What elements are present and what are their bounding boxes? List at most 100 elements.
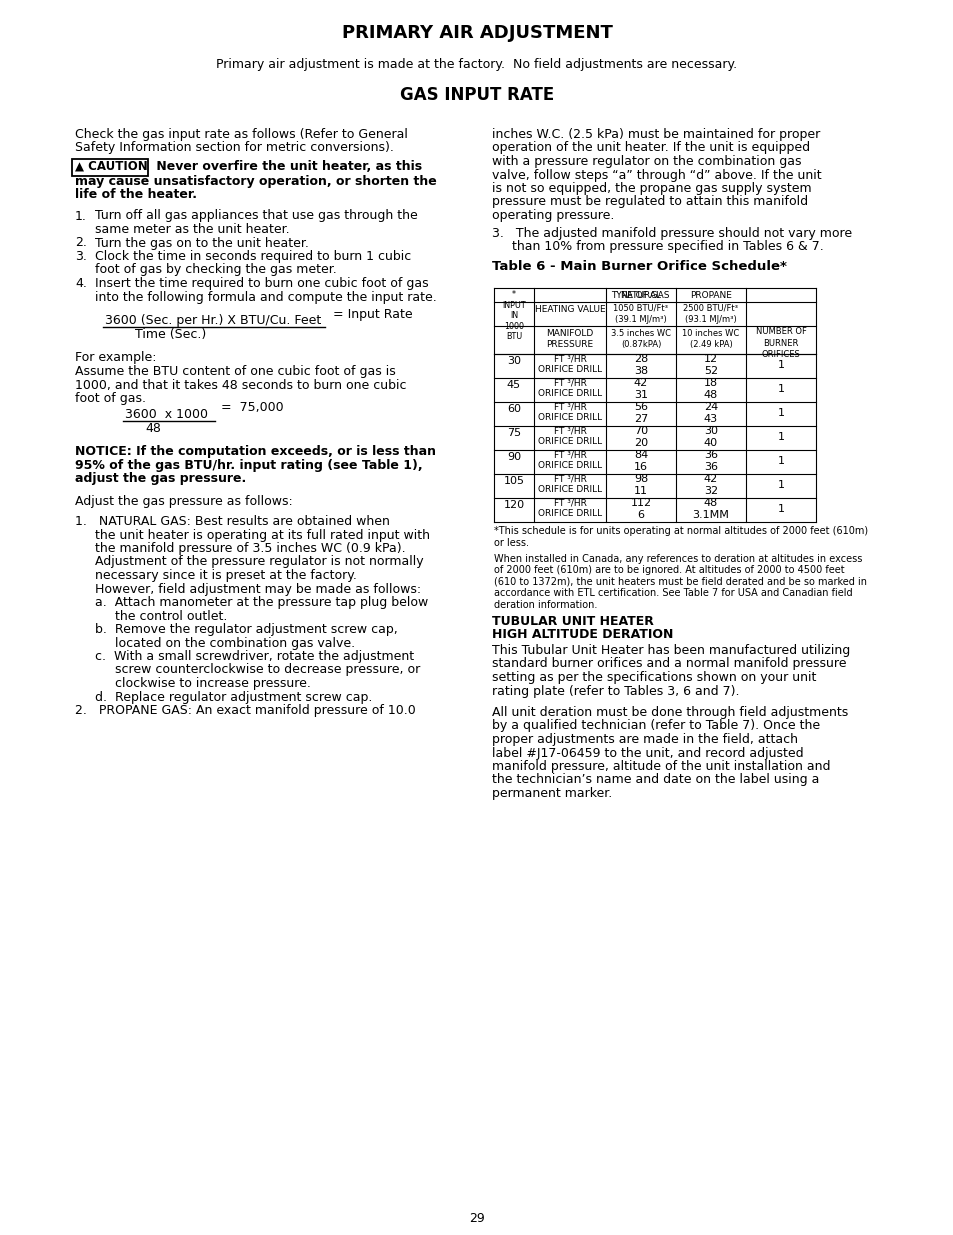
Text: c.  With a small screwdriver, rotate the adjustment: c. With a small screwdriver, rotate the …	[75, 650, 414, 663]
Text: Table 6 - Main Burner Orifice Schedule*: Table 6 - Main Burner Orifice Schedule*	[492, 259, 786, 273]
Text: by a qualified technician (refer to Table 7). Once the: by a qualified technician (refer to Tabl…	[492, 720, 820, 732]
Text: PRIMARY AIR ADJUSTMENT: PRIMARY AIR ADJUSTMENT	[341, 23, 612, 42]
Text: FT ³/HR: FT ³/HR	[553, 474, 586, 483]
Text: 18: 18	[703, 378, 718, 389]
Text: than 10% from pressure specified in Tables 6 & 7.: than 10% from pressure specified in Tabl…	[492, 240, 822, 253]
Text: FT ³/HR: FT ³/HR	[553, 499, 586, 508]
Text: the control outlet.: the control outlet.	[75, 610, 227, 622]
Text: 10 inches WC
(2.49 kPA): 10 inches WC (2.49 kPA)	[681, 329, 739, 348]
FancyBboxPatch shape	[72, 158, 149, 175]
Text: 1: 1	[777, 480, 783, 490]
Text: 90: 90	[506, 452, 520, 462]
Text: may cause unsatisfactory operation, or shorten the: may cause unsatisfactory operation, or s…	[75, 174, 436, 188]
Text: 60: 60	[506, 405, 520, 415]
Text: same meter as the unit heater.: same meter as the unit heater.	[95, 224, 290, 236]
Text: NUMBER OF
BURNER
ORIFICES: NUMBER OF BURNER ORIFICES	[755, 327, 805, 358]
Text: 30: 30	[703, 426, 718, 436]
Text: FT ³/HR: FT ³/HR	[553, 451, 586, 459]
Text: ORIFICE DRILL: ORIFICE DRILL	[537, 414, 601, 422]
Text: into the following formula and compute the input rate.: into the following formula and compute t…	[95, 290, 436, 304]
Text: 84: 84	[633, 451, 647, 461]
Text: ORIFICE DRILL: ORIFICE DRILL	[537, 389, 601, 399]
Text: valve, follow steps “a” through “d” above. If the unit: valve, follow steps “a” through “d” abov…	[492, 168, 821, 182]
Text: For example:: For example:	[75, 352, 156, 364]
Text: 2.   PROPANE GAS: An exact manifold pressure of 10.0: 2. PROPANE GAS: An exact manifold pressu…	[75, 704, 416, 718]
Text: This Tubular Unit Heater has been manufactured utilizing: This Tubular Unit Heater has been manufa…	[492, 643, 849, 657]
Text: FT ³/HR: FT ³/HR	[553, 403, 586, 411]
Text: a.  Attach manometer at the pressure tap plug below: a. Attach manometer at the pressure tap …	[75, 597, 428, 609]
Text: 11: 11	[634, 485, 647, 495]
Text: However, field adjustment may be made as follows:: However, field adjustment may be made as…	[75, 583, 420, 595]
Text: ORIFICE DRILL: ORIFICE DRILL	[537, 510, 601, 519]
Text: = Input Rate: = Input Rate	[333, 308, 413, 321]
Text: label #J17-06459 to the unit, and record adjusted: label #J17-06459 to the unit, and record…	[492, 746, 802, 760]
Text: ORIFICE DRILL: ORIFICE DRILL	[537, 366, 601, 374]
Text: FT ³/HR: FT ³/HR	[553, 378, 586, 388]
Text: 70: 70	[634, 426, 647, 436]
Text: 95% of the gas BTU/hr. input rating (see Table 1),: 95% of the gas BTU/hr. input rating (see…	[75, 458, 422, 472]
Text: *
INPUT
IN
1000
BTU: * INPUT IN 1000 BTU	[501, 290, 525, 341]
Text: 1000, and that it takes 48 seconds to burn one cubic: 1000, and that it takes 48 seconds to bu…	[75, 378, 406, 391]
Text: 3600  x 1000: 3600 x 1000	[125, 408, 208, 420]
Text: 40: 40	[703, 437, 718, 447]
Text: TUBULAR UNIT HEATER: TUBULAR UNIT HEATER	[492, 615, 653, 629]
Text: 3600 (Sec. per Hr.) X BTU/Cu. Feet: 3600 (Sec. per Hr.) X BTU/Cu. Feet	[105, 314, 321, 327]
Text: 105: 105	[503, 477, 524, 487]
Text: NATURAL: NATURAL	[619, 290, 660, 300]
Text: FT ³/HR: FT ³/HR	[553, 354, 586, 363]
Text: TYPE OF GAS: TYPE OF GAS	[610, 290, 669, 300]
Text: 28: 28	[633, 354, 647, 364]
Text: the technician’s name and date on the label using a: the technician’s name and date on the la…	[492, 773, 819, 787]
Text: operation of the unit heater. If the unit is equipped: operation of the unit heater. If the uni…	[492, 142, 809, 154]
Text: 1.: 1.	[75, 210, 87, 222]
Text: 43: 43	[703, 414, 718, 424]
Text: screw counterclockwise to decrease pressure, or: screw counterclockwise to decrease press…	[75, 663, 420, 677]
Text: 36: 36	[703, 462, 718, 472]
Text: HEATING VALUE: HEATING VALUE	[534, 305, 604, 314]
Text: manifold pressure, altitude of the unit installation and: manifold pressure, altitude of the unit …	[492, 760, 830, 773]
Text: located on the combination gas valve.: located on the combination gas valve.	[75, 636, 355, 650]
Text: When installed in Canada, any references to deration at altitudes in excess: When installed in Canada, any references…	[494, 553, 862, 563]
Text: 52: 52	[703, 366, 718, 375]
Text: with a pressure regulator on the combination gas: with a pressure regulator on the combina…	[492, 156, 801, 168]
Text: 1: 1	[777, 457, 783, 467]
Text: 1050 BTU/Ft³
(39.1 MJ/m³): 1050 BTU/Ft³ (39.1 MJ/m³)	[613, 304, 668, 324]
Text: Adjustment of the pressure regulator is not normally: Adjustment of the pressure regulator is …	[75, 556, 423, 568]
Text: 38: 38	[634, 366, 647, 375]
Text: 3.: 3.	[75, 249, 87, 263]
Text: 75: 75	[506, 429, 520, 438]
Text: foot of gas by checking the gas meter.: foot of gas by checking the gas meter.	[95, 263, 336, 277]
Text: rating plate (refer to Tables 3, 6 and 7).: rating plate (refer to Tables 3, 6 and 7…	[492, 684, 739, 698]
Text: 120: 120	[503, 500, 524, 510]
Text: proper adjustments are made in the field, attach: proper adjustments are made in the field…	[492, 734, 797, 746]
Text: of 2000 feet (610m) are to be ignored. At altitudes of 2000 to 4500 feet: of 2000 feet (610m) are to be ignored. A…	[494, 564, 843, 576]
Text: pressure must be regulated to attain this manifold: pressure must be regulated to attain thi…	[492, 195, 807, 209]
Text: 1: 1	[777, 432, 783, 442]
Text: 98: 98	[633, 474, 647, 484]
Text: 2500 BTU/Ft³
(93.1 MJ/m³): 2500 BTU/Ft³ (93.1 MJ/m³)	[682, 304, 738, 324]
Text: 2.: 2.	[75, 236, 87, 249]
Text: 1: 1	[777, 409, 783, 419]
Text: 29: 29	[469, 1212, 484, 1225]
Text: 32: 32	[703, 485, 718, 495]
Text: =  75,000: = 75,000	[221, 401, 283, 415]
Text: NOTICE: If the computation exceeds, or is less than: NOTICE: If the computation exceeds, or i…	[75, 445, 436, 458]
Text: Assume the BTU content of one cubic foot of gas is: Assume the BTU content of one cubic foot…	[75, 366, 395, 378]
Text: 1: 1	[777, 361, 783, 370]
Text: 16: 16	[634, 462, 647, 472]
Text: 56: 56	[634, 403, 647, 412]
Text: 112: 112	[630, 499, 651, 509]
Text: Safety Information section for metric conversions).: Safety Information section for metric co…	[75, 142, 394, 154]
Text: 30: 30	[506, 357, 520, 367]
Text: b.  Remove the regulator adjustment screw cap,: b. Remove the regulator adjustment screw…	[75, 622, 397, 636]
Text: Time (Sec.): Time (Sec.)	[135, 329, 206, 341]
Text: foot of gas.: foot of gas.	[75, 391, 146, 405]
Text: Turn off all gas appliances that use gas through the: Turn off all gas appliances that use gas…	[95, 210, 417, 222]
Text: FT ³/HR: FT ³/HR	[553, 426, 586, 436]
Text: the unit heater is operating at its full rated input with: the unit heater is operating at its full…	[75, 529, 430, 541]
Text: 12: 12	[703, 354, 718, 364]
Text: (610 to 1372m), the unit heaters must be field derated and be so marked in: (610 to 1372m), the unit heaters must be…	[494, 577, 866, 587]
Text: 3.   The adjusted manifold pressure should not vary more: 3. The adjusted manifold pressure should…	[492, 226, 851, 240]
Text: Never overfire the unit heater, as this: Never overfire the unit heater, as this	[152, 161, 421, 173]
Text: setting as per the specifications shown on your unit: setting as per the specifications shown …	[492, 671, 816, 684]
